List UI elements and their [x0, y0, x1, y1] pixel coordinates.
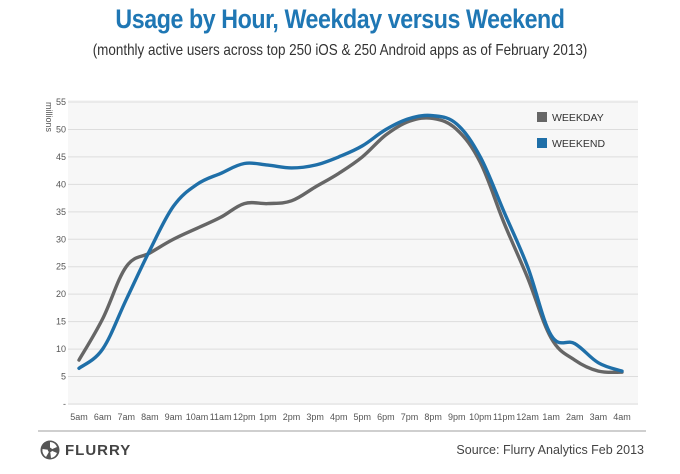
- y-axis-label: millions: [44, 102, 54, 133]
- logo-text: FLURRY: [65, 441, 132, 459]
- x-tick-label: 7am: [117, 412, 135, 422]
- y-tick-label: 20: [56, 289, 66, 299]
- flurry-logo-icon: [40, 440, 60, 460]
- x-tick-label: 3am: [590, 412, 608, 422]
- legend-swatch: [537, 112, 547, 122]
- chart-title: Usage by Hour, Weekday versus Weekend: [115, 4, 565, 34]
- grid-lines: [68, 101, 638, 405]
- y-tick-label: 50: [56, 124, 66, 134]
- x-tick-label: 9pm: [448, 412, 466, 422]
- footer-divider: [38, 430, 646, 432]
- x-tick-label: 6am: [94, 412, 112, 422]
- y-tick-label: -: [63, 399, 66, 409]
- y-tick-label: 55: [56, 97, 66, 107]
- x-tick-label: 10am: [186, 412, 209, 422]
- series-lines: [77, 113, 624, 375]
- x-tick-label: 9am: [165, 412, 183, 422]
- x-tick-label: 1am: [542, 412, 560, 422]
- y-tick-label: 25: [56, 262, 66, 272]
- y-tick-label: 10: [56, 344, 66, 354]
- x-tick-label: 12pm: [233, 412, 256, 422]
- y-tick-label: 5: [61, 372, 66, 382]
- x-tick-label: 2am: [566, 412, 584, 422]
- y-tick-label: 40: [56, 179, 66, 189]
- legend-label: WEEKEND: [552, 138, 606, 150]
- source-note: Source: Flurry Analytics Feb 2013: [456, 443, 644, 457]
- chart-subtitle: (monthly active users across top 250 iOS…: [92, 42, 588, 59]
- chart-legend: WEEKDAY WEEKEND: [537, 112, 606, 150]
- x-tick-label: 3pm: [306, 412, 324, 422]
- flurry-logo: FLURRY: [40, 440, 131, 460]
- x-tick-label: 1pm: [259, 412, 277, 422]
- y-tick-label: 30: [56, 234, 66, 244]
- legend-label: WEEKDAY: [552, 112, 604, 124]
- x-tick-label: 7pm: [401, 412, 419, 422]
- x-tick-label: 5am: [70, 412, 88, 422]
- series-line-weekday: [77, 116, 624, 375]
- x-tick-label: 4pm: [330, 412, 348, 422]
- y-tick-label: 35: [56, 207, 66, 217]
- legend-swatch: [537, 138, 547, 148]
- x-tick-label: 11am: [210, 412, 232, 422]
- x-tick-label: 10pm: [469, 412, 492, 422]
- x-tick-label: 8am: [141, 412, 159, 422]
- x-tick-labels: 5am 6am 7am 8am 9am 10am 11am 12pm 1pm 2pm 3pm 4pm 5…: [70, 412, 631, 422]
- x-tick-label: 5pm: [354, 412, 372, 422]
- x-tick-label: 11pm: [493, 412, 515, 422]
- x-tick-label: 2pm: [283, 412, 301, 422]
- y-tick-label: 45: [56, 152, 66, 162]
- x-tick-label: 8pm: [424, 412, 442, 422]
- y-tick-label: 15: [56, 317, 66, 327]
- x-tick-label: 12am: [516, 412, 539, 422]
- series-line-weekend: [77, 113, 624, 373]
- y-tick-labels: - 5 10 15 20 25 30 35 40 45 50 55: [56, 97, 66, 409]
- x-tick-label: 4am: [613, 412, 631, 422]
- x-tick-label: 6pm: [377, 412, 395, 422]
